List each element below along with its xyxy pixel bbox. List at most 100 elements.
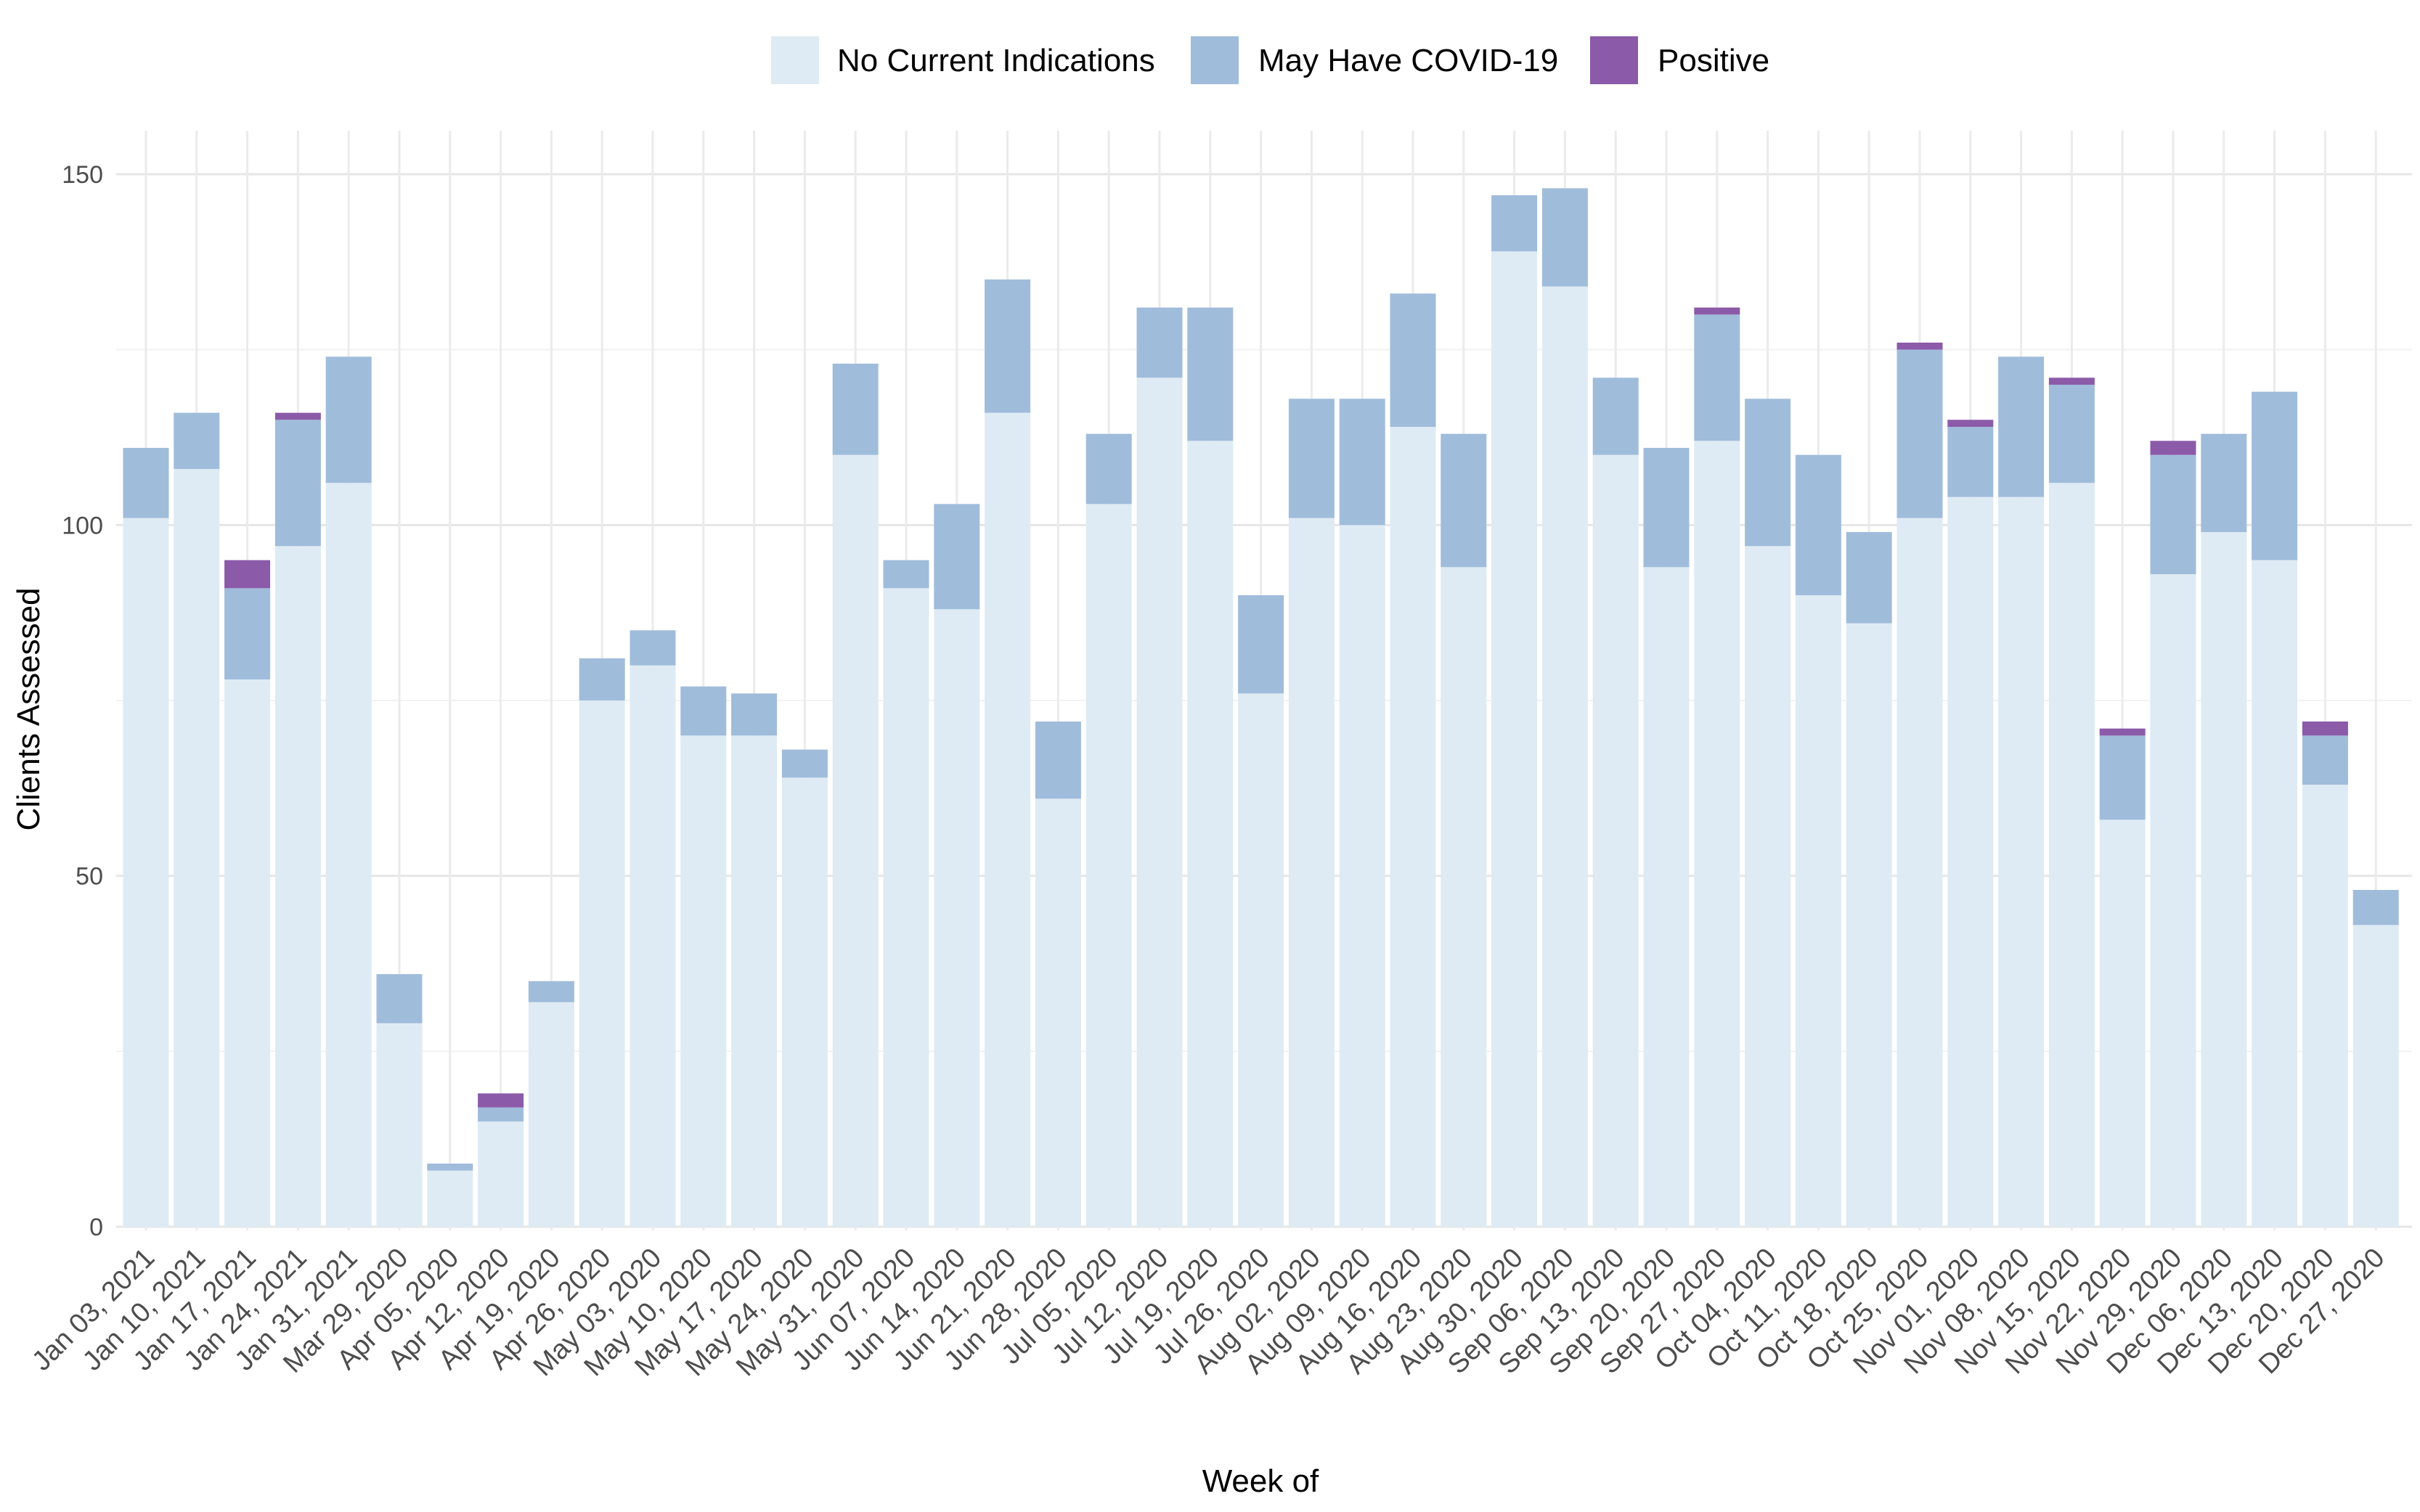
bar-segment-may-have-covid — [1035, 722, 1081, 799]
legend-label: Positive — [1658, 43, 1769, 78]
bar-segment-may-have-covid — [832, 364, 879, 455]
bar-segment-may-have-covid — [1136, 307, 1183, 378]
bar-segment-may-have-covid — [174, 412, 220, 469]
bar-segment-no-current-indications — [2099, 820, 2146, 1227]
bar-segment-no-current-indications — [630, 665, 676, 1227]
bar-segment-no-current-indications — [2252, 560, 2298, 1227]
bar-segment-no-current-indications — [325, 483, 372, 1227]
bar-segment-may-have-covid — [781, 749, 828, 778]
bar-segment-may-have-covid — [985, 279, 1031, 413]
bar-segment-no-current-indications — [1491, 251, 1538, 1227]
bar-segment-may-have-covid — [427, 1164, 473, 1171]
bar-segment-may-have-covid — [2099, 735, 2146, 820]
x-axis-title: Week of — [1202, 1463, 1319, 1499]
bar-segment-may-have-covid — [2048, 385, 2095, 483]
bar-segment-no-current-indications — [1441, 567, 1487, 1227]
bar-segment-may-have-covid — [1541, 188, 1588, 287]
bar-segment-no-current-indications — [1998, 496, 2045, 1227]
bar-segment-may-have-covid — [1745, 399, 1791, 547]
bar-segment-no-current-indications — [427, 1170, 473, 1227]
bar-segment-may-have-covid — [1339, 399, 1385, 526]
bar-segment-may-have-covid — [2352, 890, 2399, 925]
bar-segment-may-have-covid — [528, 981, 574, 1002]
legend-label: No Current Indications — [837, 43, 1155, 78]
bar-segment-no-current-indications — [2150, 574, 2196, 1227]
y-tick-label: 100 — [62, 512, 103, 539]
bar-segment-positive — [1897, 343, 1943, 350]
bar-segment-no-current-indications — [224, 679, 271, 1227]
bar-segment-no-current-indications — [1187, 441, 1234, 1227]
bar-segment-may-have-covid — [123, 448, 169, 518]
bar-segment-no-current-indications — [1136, 377, 1183, 1227]
bar-segment-may-have-covid — [1694, 314, 1740, 441]
bar-segment-may-have-covid — [1390, 293, 1436, 427]
bar-segment-may-have-covid — [1491, 195, 1538, 252]
bar-segment-may-have-covid — [1238, 595, 1284, 694]
bar-segment-no-current-indications — [1035, 798, 1081, 1227]
bar-segment-no-current-indications — [579, 700, 625, 1227]
legend-swatch — [1191, 36, 1239, 84]
y-tick-label: 50 — [76, 863, 103, 891]
bar-segment-no-current-indications — [274, 546, 321, 1227]
bars — [123, 188, 2399, 1227]
bar-segment-may-have-covid — [1085, 433, 1132, 504]
bar-segment-no-current-indications — [2302, 785, 2348, 1227]
bar-segment-no-current-indications — [1238, 693, 1284, 1227]
legend-swatch — [1590, 36, 1638, 84]
legend-swatch — [771, 36, 819, 84]
bar-segment-may-have-covid — [1187, 307, 1234, 441]
bar-segment-no-current-indications — [1288, 518, 1335, 1227]
bar-segment-may-have-covid — [1592, 377, 1639, 455]
bar-segment-may-have-covid — [1643, 448, 1690, 568]
bar-segment-may-have-covid — [1998, 356, 2045, 497]
bar-segment-no-current-indications — [731, 735, 778, 1227]
bar-segment-may-have-covid — [680, 686, 727, 736]
bar-segment-no-current-indications — [174, 469, 220, 1227]
bar-segment-no-current-indications — [2048, 483, 2095, 1227]
bar-segment-may-have-covid — [1897, 349, 1943, 518]
bar-segment-no-current-indications — [1694, 441, 1740, 1227]
bar-segment-positive — [2099, 728, 2146, 736]
bar-segment-no-current-indications — [832, 454, 879, 1227]
bar-segment-may-have-covid — [1441, 433, 1487, 568]
bar-segment-may-have-covid — [934, 504, 980, 610]
bar-segment-positive — [2150, 441, 2196, 455]
bar-segment-no-current-indications — [934, 609, 980, 1227]
bar-segment-no-current-indications — [1085, 504, 1132, 1227]
bar-segment-no-current-indications — [1339, 525, 1385, 1227]
bar-segment-no-current-indications — [123, 518, 169, 1227]
legend-label: May Have COVID-19 — [1258, 43, 1558, 78]
bar-segment-no-current-indications — [781, 777, 828, 1227]
bar-segment-may-have-covid — [224, 588, 271, 679]
bar-segment-no-current-indications — [2352, 925, 2399, 1227]
bar-segment-may-have-covid — [376, 974, 423, 1023]
bar-segment-positive — [224, 560, 271, 589]
bar-segment-positive — [274, 412, 321, 420]
bar-segment-may-have-covid — [1795, 454, 1841, 595]
bar-segment-no-current-indications — [1390, 427, 1436, 1227]
y-tick-label: 150 — [62, 161, 103, 189]
bar-segment-no-current-indications — [1846, 623, 1892, 1227]
bar-segment-may-have-covid — [1846, 532, 1892, 624]
bar-segment-may-have-covid — [630, 630, 676, 666]
bar-segment-may-have-covid — [2150, 454, 2196, 574]
y-axis-ticks: 0 50 100 150 — [62, 161, 103, 1241]
bar-segment-positive — [2048, 377, 2095, 385]
bar-segment-no-current-indications — [1745, 546, 1791, 1227]
bar-segment-no-current-indications — [1897, 518, 1943, 1227]
bar-segment-may-have-covid — [325, 356, 372, 483]
bar-segment-may-have-covid — [2201, 433, 2247, 532]
bar-segment-positive — [1947, 420, 1994, 427]
bar-segment-may-have-covid — [2252, 391, 2298, 560]
bar-segment-no-current-indications — [2201, 532, 2247, 1227]
bar-segment-may-have-covid — [883, 560, 929, 589]
legend: No Current Indications May Have COVID-19 P… — [771, 36, 1769, 84]
bar-segment-no-current-indications — [1947, 496, 1994, 1227]
bar-segment-no-current-indications — [1643, 567, 1690, 1227]
bar-segment-no-current-indications — [528, 1002, 574, 1227]
bar-segment-may-have-covid — [1288, 399, 1335, 518]
bar-segment-no-current-indications — [1592, 454, 1639, 1227]
